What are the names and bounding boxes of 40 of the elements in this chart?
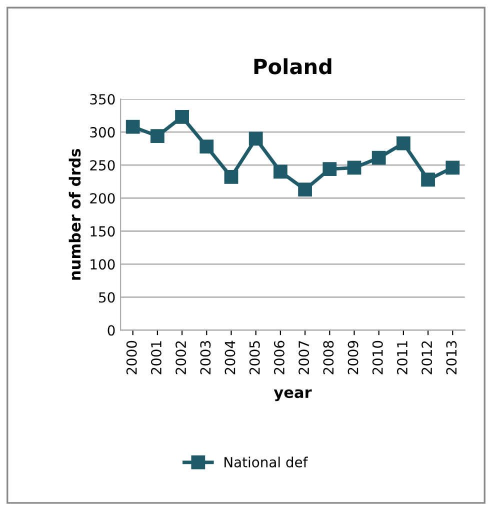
x-tick-label: 2000	[126, 340, 137, 374]
point	[372, 150, 386, 165]
y-tick-label: 200	[90, 193, 115, 204]
y-tick-label: 150	[90, 226, 115, 237]
point	[421, 172, 435, 187]
x-tick-label: 2002	[176, 341, 186, 374]
x-tick-label: 2006	[274, 340, 284, 374]
legend-label: National def	[224, 456, 308, 468]
x-tick-label: 2012	[422, 341, 432, 374]
x-tick-label: 2010	[372, 340, 383, 374]
point	[248, 132, 263, 146]
y-tick-label: 0	[108, 325, 115, 336]
point	[200, 140, 214, 154]
x-tick-label: 2005	[249, 341, 260, 374]
point	[298, 182, 312, 196]
x-tick-label: 2001	[150, 341, 162, 374]
y-tick-label: 100	[90, 259, 115, 270]
point	[126, 120, 140, 134]
chart-title: Poland	[254, 58, 332, 74]
point	[347, 160, 362, 175]
point	[322, 162, 337, 176]
x-tick-label: 2013	[446, 341, 457, 374]
x-tick-label: 2003	[200, 341, 211, 374]
y-axis-title: number of drds	[68, 148, 81, 280]
point	[446, 160, 460, 175]
x-axis-title: year	[274, 389, 312, 402]
point	[150, 129, 164, 143]
x-tick-label: 2009	[348, 340, 358, 374]
point	[175, 110, 189, 124]
y-tick-label: 250	[90, 160, 115, 171]
x-tick-label: 2008	[323, 340, 334, 374]
y-tick-label: 300	[90, 127, 115, 138]
point	[224, 170, 238, 184]
y-tick-label: 50	[99, 292, 115, 303]
x-tick-label: 2004	[224, 340, 236, 374]
x-tick-label: 2007	[298, 341, 310, 374]
point	[273, 164, 288, 179]
y-tick-label: 350	[90, 94, 115, 105]
point	[396, 136, 410, 150]
x-tick-label: 2011	[396, 341, 408, 374]
